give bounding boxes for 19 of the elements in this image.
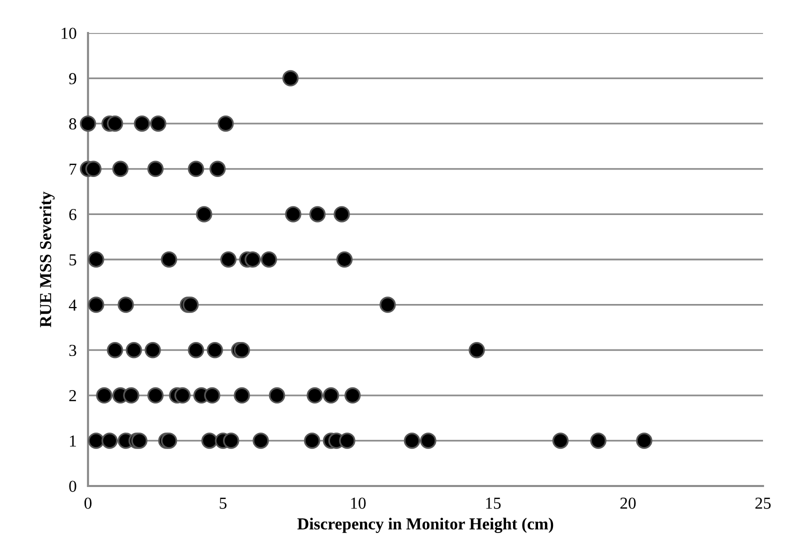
y-tick-label: 1 [70, 435, 76, 446]
y-tick-label: 3 [69, 344, 76, 356]
x-tick-label: 15 [486, 498, 501, 509]
x-tick-label: 10 [351, 498, 366, 509]
x-axis-title: Discrepency in Monitor Height (cm) [297, 518, 554, 534]
y-axis-title: RUE MSS Severity [40, 192, 55, 328]
y-tick-label: 8 [69, 118, 76, 130]
y-tick-label: 7 [70, 164, 76, 175]
y-tick-label: 6 [69, 208, 76, 220]
x-tick-label: 0 [84, 498, 92, 509]
y-tick-label: 2 [69, 390, 76, 402]
y-tick-label: 5 [70, 254, 76, 266]
x-tick-label: 5 [220, 498, 227, 509]
y-tick-label: 9 [69, 73, 76, 84]
x-tick-label: 20 [620, 498, 636, 509]
y-tick-label: 4 [68, 300, 77, 311]
x-tick-label: 25 [755, 498, 771, 509]
y-tick-label: 10 [62, 28, 76, 39]
y-tick-label: 0 [69, 480, 76, 492]
